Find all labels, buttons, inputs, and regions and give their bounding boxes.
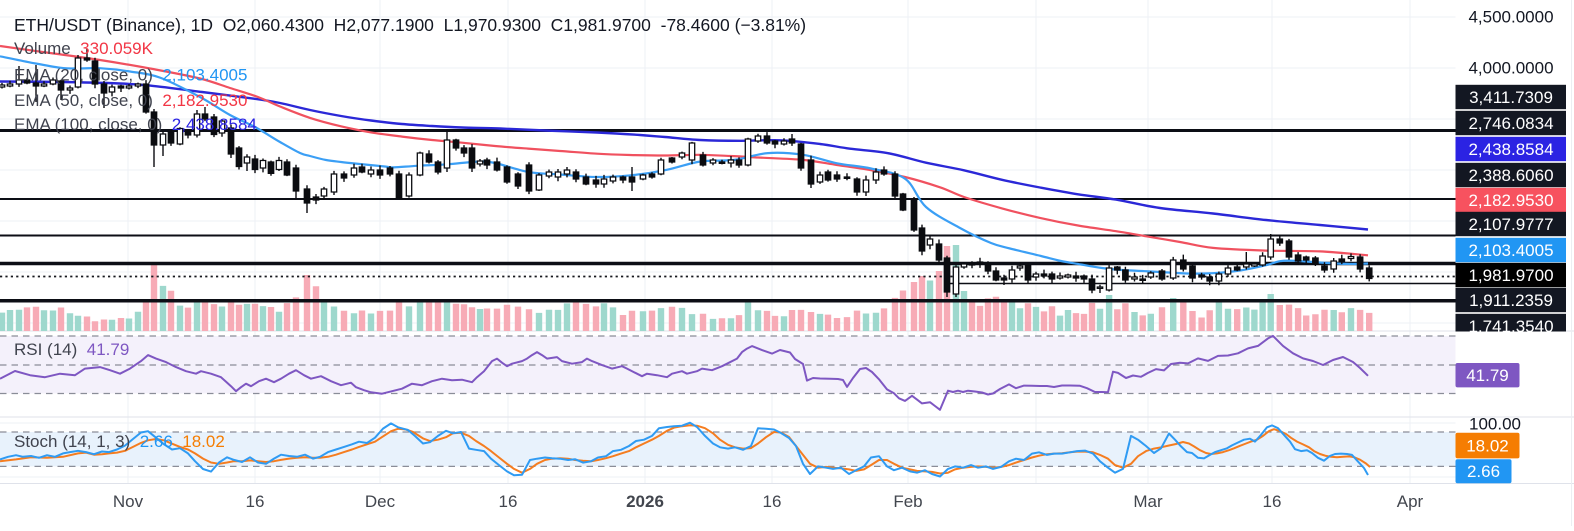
svg-text:2,746.0834: 2,746.0834: [1468, 114, 1553, 133]
svg-text:100.00: 100.00: [1469, 415, 1521, 434]
svg-text:Nov: Nov: [113, 492, 144, 511]
svg-text:EMA (50, close, 0) 2,182.9530: EMA (50, close, 0) 2,182.9530: [14, 91, 247, 110]
svg-text:EMA (20, close, 0) 2,103.4005: EMA (20, close, 0) 2,103.4005: [14, 66, 247, 85]
svg-text:2,103.4005: 2,103.4005: [1468, 241, 1553, 260]
svg-text:16: 16: [499, 492, 518, 511]
svg-text:41.79: 41.79: [1466, 366, 1509, 385]
svg-text:2.66: 2.66: [1467, 462, 1500, 481]
svg-text:2,182.9530: 2,182.9530: [1468, 191, 1553, 210]
svg-text:ETH/USDT (Binance), 1D O2,060: ETH/USDT (Binance), 1D O2,060.4300 H2,07…: [14, 15, 806, 35]
svg-text:Feb: Feb: [893, 492, 922, 511]
svg-text:2,107.9777: 2,107.9777: [1468, 215, 1553, 234]
svg-text:1,741.3540: 1,741.3540: [1468, 317, 1553, 336]
svg-text:2,438.8584: 2,438.8584: [1468, 140, 1553, 159]
svg-text:Stoch (14, 1, 3) 2.66 18.02: Stoch (14, 1, 3) 2.66 18.02: [14, 432, 225, 451]
svg-text:4,000.0000: 4,000.0000: [1468, 59, 1553, 78]
svg-text:Apr: Apr: [1397, 492, 1424, 511]
svg-text:Dec: Dec: [365, 492, 396, 511]
svg-text:2,388.6060: 2,388.6060: [1468, 166, 1553, 185]
svg-text:1,911.2359: 1,911.2359: [1469, 291, 1553, 310]
svg-text:3,411.7309: 3,411.7309: [1469, 88, 1553, 107]
svg-text:RSI (14) 41.79: RSI (14) 41.79: [14, 340, 129, 359]
svg-text:16: 16: [246, 492, 265, 511]
svg-text:Volume 330.059K: Volume 330.059K: [14, 39, 154, 58]
svg-text:4,500.0000: 4,500.0000: [1468, 8, 1553, 27]
svg-text:Mar: Mar: [1133, 492, 1163, 511]
svg-text:18.02: 18.02: [1466, 436, 1509, 455]
svg-text:2026: 2026: [626, 492, 664, 511]
svg-text:EMA (100, close, 0) 2,438.858: EMA (100, close, 0) 2,438.8584: [14, 115, 257, 134]
svg-text:1,981.9700: 1,981.9700: [1468, 266, 1553, 285]
svg-text:16: 16: [763, 492, 782, 511]
svg-text:16: 16: [1263, 492, 1282, 511]
